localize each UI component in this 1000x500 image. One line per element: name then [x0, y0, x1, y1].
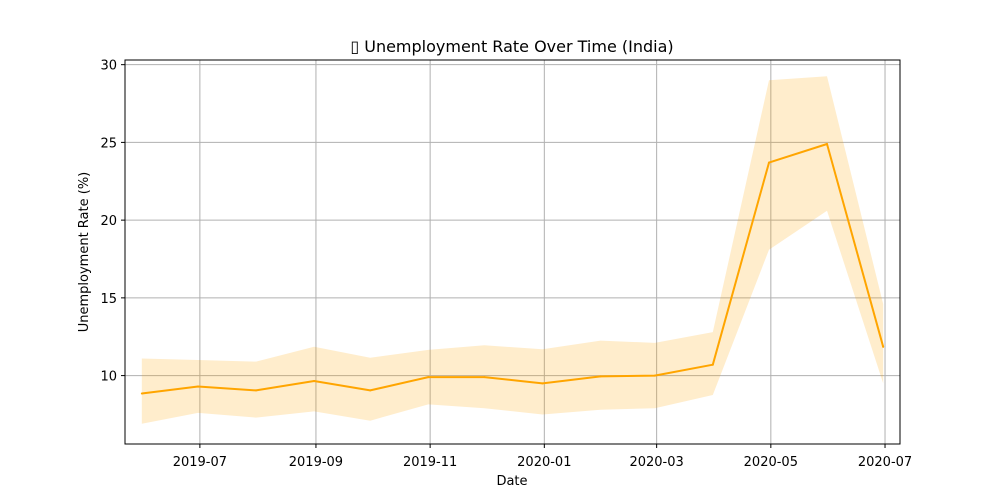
data-point: [882, 345, 885, 348]
x-tick-label: 2019-11: [403, 455, 457, 470]
data-point: [313, 380, 316, 383]
x-tick-label: 2019-07: [173, 455, 227, 470]
data-point: [541, 382, 544, 385]
data-point: [197, 385, 200, 388]
x-tick-label: 2020-03: [629, 455, 683, 470]
y-tick-label: 25: [100, 136, 117, 151]
x-axis-ticks: 2019-07 2019-09 2019-11 2020-01 2020-03 2020-…: [173, 444, 912, 470]
y-axis-title: Unemployment Rate (%): [77, 172, 92, 333]
data-point: [653, 374, 656, 377]
grid-lines: [125, 60, 900, 444]
series-line-layer: [140, 142, 885, 395]
y-tick-label: 10: [100, 370, 117, 385]
data-point: [140, 392, 143, 395]
data-point: [483, 376, 486, 379]
data-point: [767, 161, 770, 164]
x-tick-label: 2020-05: [744, 455, 798, 470]
confidence-band-layer: [141, 76, 884, 424]
data-point: [711, 363, 714, 366]
chart-title: ▯ Unemployment Rate Over Time (India): [350, 37, 673, 56]
data-point: [825, 142, 828, 145]
data-point: [599, 375, 602, 378]
y-axis-ticks: 10 15 20 25 30: [100, 59, 125, 385]
x-tick-label: 2020-01: [517, 455, 571, 470]
y-tick-label: 20: [100, 214, 117, 229]
x-tick-label: 2020-07: [858, 455, 912, 470]
confidence-band: [141, 76, 884, 424]
x-tick-label: 2019-09: [289, 455, 343, 470]
plot-frame: [124, 59, 901, 445]
series-line: [141, 143, 885, 395]
y-tick-label: 15: [100, 292, 117, 307]
y-tick-label: 30: [100, 59, 117, 74]
data-point: [427, 376, 430, 379]
data-point: [369, 389, 372, 392]
data-point: [255, 389, 258, 392]
x-axis-title: Date: [496, 474, 527, 489]
